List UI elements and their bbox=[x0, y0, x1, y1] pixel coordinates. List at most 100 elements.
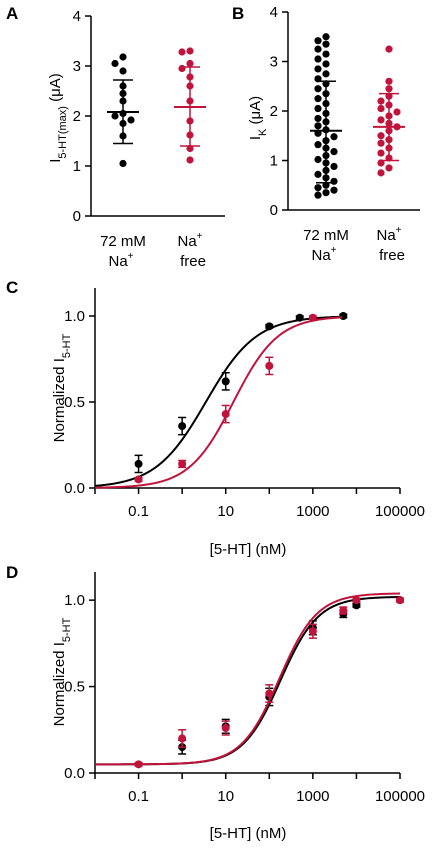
data-point bbox=[111, 59, 119, 68]
y-tick-label: 1.0 bbox=[64, 592, 85, 609]
data-point bbox=[314, 170, 322, 178]
y-tick-label: 0 bbox=[73, 208, 81, 225]
data-point bbox=[314, 155, 322, 164]
data-point bbox=[314, 65, 322, 73]
data-point bbox=[186, 47, 194, 55]
data-point bbox=[134, 475, 143, 484]
data-point bbox=[352, 596, 361, 605]
data-point bbox=[186, 59, 194, 68]
data-point bbox=[377, 132, 385, 140]
panel-d-letter: D bbox=[6, 563, 18, 582]
fit-curve bbox=[94, 316, 343, 489]
data-point bbox=[385, 85, 393, 93]
panel-b-letter: B bbox=[232, 4, 244, 23]
panel-a-cat2-line1: Na+ bbox=[177, 231, 202, 250]
data-point bbox=[314, 95, 322, 103]
data-point bbox=[322, 33, 330, 41]
y-tick-label: 1 bbox=[270, 153, 278, 170]
data-point bbox=[377, 169, 385, 177]
data-point bbox=[308, 313, 317, 322]
x-tick-label: 0.1 bbox=[128, 503, 149, 520]
panel-c-xlabel: [5-HT] (nM) bbox=[210, 541, 287, 558]
panel-b-cat1-line1: 72 mM bbox=[303, 227, 349, 244]
data-point bbox=[134, 459, 143, 468]
y-tick-label: 1.0 bbox=[64, 308, 85, 325]
data-point bbox=[221, 724, 230, 733]
y-tick-label: 2 bbox=[73, 108, 81, 125]
panel-a-cat1-line1: 72 mM bbox=[100, 233, 146, 250]
data-point bbox=[330, 133, 338, 141]
data-point bbox=[385, 77, 393, 85]
data-point bbox=[385, 45, 393, 53]
x-tick-label: 0.1 bbox=[128, 788, 149, 805]
y-tick-label: 4 bbox=[270, 4, 278, 21]
y-tick-label: 0.5 bbox=[64, 679, 85, 696]
data-point bbox=[295, 313, 304, 322]
data-point bbox=[314, 55, 322, 63]
data-point bbox=[330, 186, 338, 194]
data-point bbox=[314, 191, 322, 199]
data-point bbox=[119, 159, 127, 168]
fit-curve bbox=[94, 315, 343, 487]
data-point bbox=[339, 606, 348, 615]
y-tick-label: 3 bbox=[270, 54, 278, 71]
panel-d-ylabel: Normalized I5-HT bbox=[51, 617, 73, 726]
panel-a-cat1-line2: Na+ bbox=[108, 251, 133, 270]
panel-b: B 0 1 2 3 4 IK (μA) 72 mM Na+ Na+ free bbox=[232, 4, 420, 264]
data-point bbox=[178, 734, 187, 743]
panel-d-xlabel: [5-HT] (nM) bbox=[210, 825, 287, 842]
data-point bbox=[178, 64, 186, 73]
panel-c-ylabel: Normalized I5-HT bbox=[51, 333, 73, 442]
panel-b-ylabel: IK (μA) bbox=[247, 96, 269, 140]
y-tick-label: 0 bbox=[270, 202, 278, 219]
data-point bbox=[265, 322, 274, 331]
data-point bbox=[322, 40, 330, 48]
y-tick-label: 0.0 bbox=[64, 480, 85, 497]
data-point bbox=[385, 164, 393, 172]
x-tick-label: 100000 bbox=[375, 788, 425, 805]
data-point bbox=[396, 596, 404, 605]
y-tick-label: 0.5 bbox=[64, 394, 85, 411]
data-point bbox=[330, 147, 338, 156]
data-point bbox=[178, 459, 187, 468]
x-tick-label: 10 bbox=[217, 503, 234, 520]
panel-a-ylabel: I5-HT(max) (μA) bbox=[47, 73, 69, 163]
data-point bbox=[178, 48, 186, 56]
data-point bbox=[330, 177, 338, 185]
data-point bbox=[178, 422, 187, 431]
x-tick-label: 10 bbox=[217, 788, 234, 805]
data-point bbox=[322, 50, 330, 58]
data-point bbox=[314, 114, 322, 123]
x-tick-label: 1000 bbox=[296, 788, 329, 805]
x-tick-label: 1000 bbox=[296, 503, 329, 520]
y-tick-label: 4 bbox=[73, 8, 81, 25]
panel-b-cat2-line2: free bbox=[379, 247, 405, 264]
panel-b-cat2-line1: Na+ bbox=[376, 225, 401, 244]
data-point bbox=[314, 122, 322, 130]
data-point bbox=[377, 97, 385, 105]
y-tick-label: 2 bbox=[270, 103, 278, 120]
y-tick-label: 0.0 bbox=[64, 765, 85, 782]
data-point bbox=[314, 184, 322, 192]
data-point bbox=[111, 112, 119, 120]
data-point bbox=[314, 37, 322, 45]
data-point bbox=[265, 689, 274, 698]
panel-b-cat1-line2: Na+ bbox=[311, 245, 336, 264]
panel-c: C 0.0 0.5 1.0 0.1 10 1000 100000 Normalized I5… bbox=[6, 278, 425, 558]
data-point bbox=[314, 104, 322, 113]
y-tick-label: 1 bbox=[73, 158, 81, 175]
data-point bbox=[308, 627, 317, 636]
data-point bbox=[377, 139, 385, 147]
data-point bbox=[393, 108, 401, 116]
data-point bbox=[322, 60, 330, 68]
data-point bbox=[186, 156, 194, 164]
x-tick-label: 100000 bbox=[375, 503, 425, 520]
data-point bbox=[322, 189, 330, 197]
data-point bbox=[134, 760, 143, 769]
data-point bbox=[265, 361, 274, 370]
data-point bbox=[119, 67, 127, 75]
data-point bbox=[221, 410, 230, 419]
panel-d: D 0.0 0.5 1.0 0.1 10 1000 100000 Normalized I5… bbox=[6, 563, 425, 842]
data-point bbox=[339, 312, 348, 320]
